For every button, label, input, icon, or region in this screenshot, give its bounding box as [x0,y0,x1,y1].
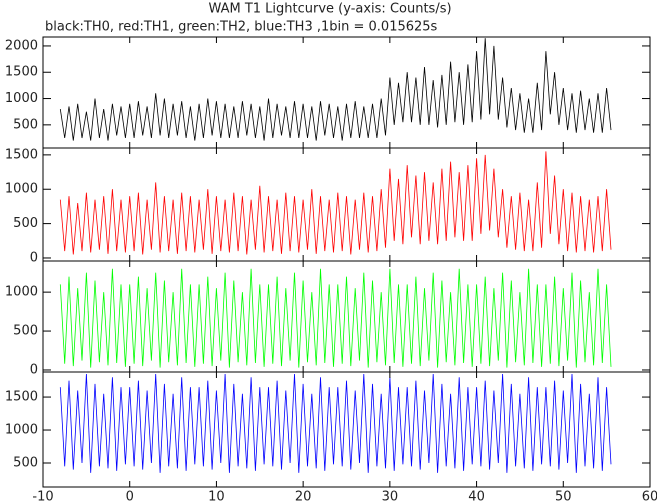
x-tick-label: 20 [295,490,312,504]
light-curve [59,268,612,368]
y-tick-label: 1000 [5,285,38,300]
y-tick-label: 0 [30,362,38,377]
light-curve [59,373,612,473]
y-tick-label: 500 [13,324,38,339]
y-tick-label: 2000 [5,38,38,53]
x-tick-label: 60 [642,490,657,504]
y-tick-label: 1000 [5,423,38,438]
y-tick-label: 1000 [5,91,38,106]
chart-subtitle: black:TH0, red:TH1, green:TH2, blue:TH3 … [45,20,438,35]
panel-frame [42,371,651,488]
light-curve [59,151,612,255]
y-tick-label: 1000 [5,182,38,197]
y-tick-label: 1500 [5,390,38,405]
panel-frame [42,36,651,149]
y-tick-label: 500 [13,216,38,231]
x-tick-label: 40 [468,490,485,504]
x-tick-label: 10 [208,490,225,504]
light-curve [59,38,612,141]
x-tick-label: 30 [382,490,399,504]
y-tick-label: 500 [13,455,38,470]
x-tick-label: 0 [126,490,134,504]
y-tick-label: 0 [30,250,38,265]
chart-title: WAM T1 Lightcurve (y-axis: Counts/s) [208,2,451,17]
x-tick-label: 50 [555,490,572,504]
y-tick-label: 1500 [5,147,38,162]
y-tick-label: 1500 [5,65,38,80]
x-tick-label: -10 [32,490,53,504]
y-tick-label: 500 [13,117,38,132]
